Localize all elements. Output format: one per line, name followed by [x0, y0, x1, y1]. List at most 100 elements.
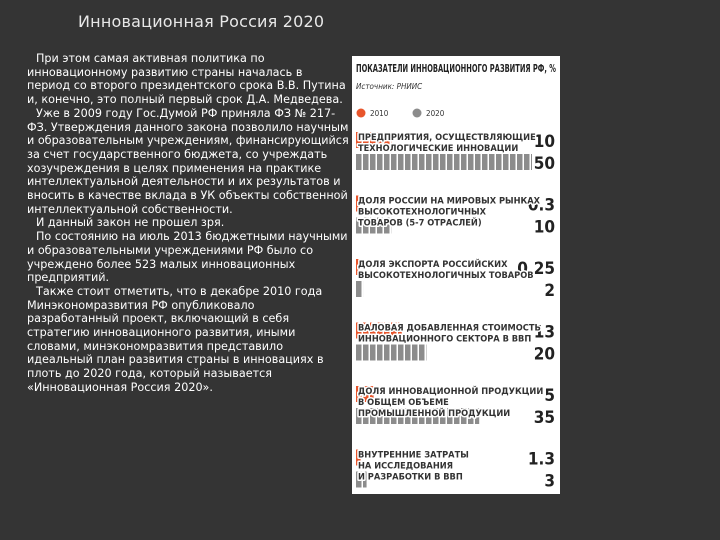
category-label-halo: ВАЛОВАЯ ДОБАВЛЕННАЯ СТОИМОСТЬ — [358, 323, 541, 334]
innovation-indicators-chart: ПОКАЗАТЕЛИ ИННОВАЦИОННОГО РАЗВИТИЯ РФ, %… — [356, 63, 556, 492]
bar-segment — [419, 344, 425, 361]
bar-segment — [356, 259, 359, 275]
bar-segment — [356, 408, 362, 424]
bar-segment — [356, 281, 362, 297]
category-label-halo: ПРОМЫШЛЕННОЙ ПРОДУКЦИИ — [358, 407, 510, 419]
paragraph: По состоянию на июль 2013 бюджетными нау… — [27, 230, 348, 285]
category-label-halo: ПРЕДПРИЯТИЯ, ОСУЩЕСТВЛЯЮЩИЕ — [358, 132, 536, 143]
bar-segment — [356, 449, 361, 466]
bar-segment — [356, 322, 362, 339]
bar-2020 — [356, 408, 480, 424]
bar-2010 — [356, 132, 392, 148]
category-label: ВНУТРЕННИЕ ЗАТРАТЫ — [358, 450, 469, 461]
bar-segment — [363, 344, 369, 361]
bar-value-label: 50 — [534, 154, 555, 174]
bar-segment — [370, 344, 376, 361]
bar-value-label: 20 — [534, 345, 555, 365]
legend-label-2010: 2010 — [370, 109, 389, 118]
category-label-halo: ИННОВАЦИОННОГО СЕКТОРА В ВВП — [358, 334, 531, 345]
bar-segment — [384, 154, 390, 170]
bar-value-label: 13 — [534, 323, 555, 343]
bar-segment — [384, 408, 390, 424]
bar-segment — [377, 217, 383, 234]
bar-segment — [433, 154, 439, 170]
bar-segment — [356, 471, 362, 488]
category-label: ДОЛЯ РОССИИ НА МИРОВЫХ РЫНКАХ — [358, 196, 541, 207]
category-label-halo: ДОЛЯ ЭКСПОРТА РОССИЙСКИХ — [358, 258, 508, 270]
bar-segment — [384, 344, 390, 361]
bar-segment — [454, 154, 460, 170]
bar-segment — [433, 408, 439, 424]
category-label: ИННОВАЦИОННОГО СЕКТОРА В ВВП — [358, 334, 531, 345]
category-label: В ОБЩЕМ ОБЪЕМЕ — [358, 397, 449, 408]
bar-segment — [468, 408, 474, 424]
chart-title: ПОКАЗАТЕЛИ ИННОВАЦИОННОГО РАЗВИТИЯ РФ, % — [356, 63, 556, 75]
bar-segment — [384, 322, 390, 339]
category-label-halo: ВЫСОКОТЕХНОЛОГИЧНЫХ — [358, 207, 487, 218]
bar-2020 — [356, 471, 367, 488]
bar-segment — [370, 154, 376, 170]
bar-segment — [419, 154, 425, 170]
bar-segment — [461, 408, 467, 424]
bar-segment — [377, 322, 383, 339]
bar-segment — [363, 132, 369, 148]
bar-value-label: 0.25 — [517, 259, 555, 279]
bar-segment — [412, 344, 418, 361]
bar-segment — [447, 408, 453, 424]
bar-value-label: 5 — [544, 386, 555, 406]
category-label: ВАЛОВАЯ ДОБАВЛЕННАЯ СТОИМОСТЬ — [358, 323, 541, 334]
bar-segment — [398, 154, 404, 170]
legend-swatch-2010 — [356, 108, 366, 118]
bar-segment — [531, 154, 532, 170]
bar-segment — [356, 344, 362, 361]
paragraph: И данный закон не прошел зря. — [36, 216, 225, 230]
bar-segment — [363, 154, 369, 170]
category-label: ВЫСОКОТЕХНОЛОГИЧНЫХ — [358, 207, 487, 218]
bar-2010 — [356, 449, 361, 466]
legend-swatch-2020 — [412, 108, 422, 118]
bar-segment — [475, 154, 481, 170]
bar-segment — [384, 217, 390, 234]
bar-2020 — [356, 281, 364, 297]
bar-segment — [377, 408, 383, 424]
bar-segment — [412, 408, 418, 424]
bar-value-label: 35 — [534, 408, 555, 428]
bar-segment — [356, 132, 362, 148]
bar-value-label: 10 — [534, 218, 555, 238]
bar-segment — [356, 195, 359, 212]
bar-segment — [377, 344, 383, 361]
bar-segment — [510, 154, 516, 170]
bar-segment — [440, 408, 446, 424]
category-label-halo: НА ИССЛЕДОВАНИЯ — [358, 461, 453, 472]
slide-title: Инновационная Россия 2020 — [78, 12, 325, 31]
bar-segment — [412, 154, 418, 170]
category-label: ТОВАРОВ (5-7 ОТРАСЛЕЙ) — [358, 217, 482, 229]
bar-segment — [363, 217, 369, 234]
bar-segment — [356, 386, 362, 402]
bar-segment — [468, 154, 474, 170]
bar-segment — [398, 344, 404, 361]
bar-segment — [517, 154, 523, 170]
bar-segment — [363, 386, 369, 402]
category-label: ПРОМЫШЛЕННОЙ ПРОДУКЦИИ — [358, 407, 510, 419]
bar-segment — [398, 408, 404, 424]
category-label-halo: ТЕХНОЛОГИЧЕСКИЕ ИННОВАЦИИ — [358, 143, 518, 154]
category-label: НА ИССЛЕДОВАНИЯ — [358, 461, 453, 472]
paragraph: Уже в 2009 году Гос.Думой РФ приняла ФЗ … — [27, 106, 349, 216]
bar-segment — [384, 132, 390, 148]
bar-2010 — [356, 386, 374, 402]
bar-segment — [377, 132, 383, 148]
bar-segment — [391, 344, 397, 361]
bar-segment — [391, 154, 397, 170]
category-label: ДОЛЯ ИННОВАЦИОННОЙ ПРОДУКЦИИ — [358, 385, 543, 397]
bar-segment — [503, 154, 509, 170]
category-label-halo: ДОЛЯ РОССИИ НА МИРОВЫХ РЫНКАХ — [358, 196, 541, 207]
chart-panel: ПОКАЗАТЕЛИ ИННОВАЦИОННОГО РАЗВИТИЯ РФ, %… — [352, 56, 560, 494]
bar-segment — [370, 217, 376, 234]
category-label-halo: ДОЛЯ ИННОВАЦИОННОЙ ПРОДУКЦИИ — [358, 385, 543, 397]
bar-segment — [370, 386, 374, 402]
bar-value-label: 1.3 — [528, 450, 555, 470]
bar-2010 — [356, 259, 359, 275]
category-label-halo: В ОБЩЕМ ОБЪЕМЕ — [358, 397, 449, 408]
bar-segment — [391, 322, 397, 339]
